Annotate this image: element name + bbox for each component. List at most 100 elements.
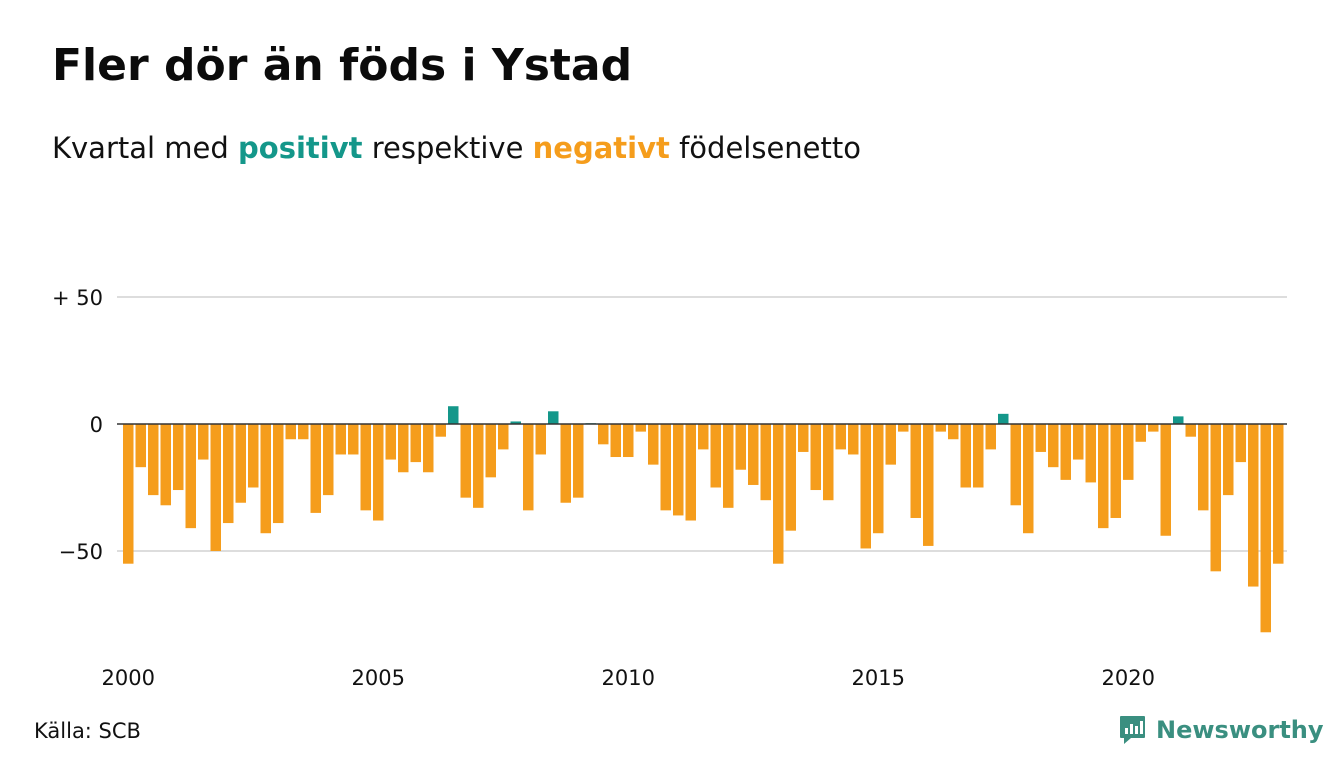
bar (735, 424, 746, 470)
bar (473, 424, 484, 508)
bar (573, 424, 584, 498)
bar (748, 424, 759, 485)
y-tick-label: + 50 (52, 286, 103, 310)
bar (398, 424, 409, 473)
bar (1160, 424, 1171, 536)
bar (1148, 424, 1159, 432)
newsworthy-brand: Newsworthy (1119, 713, 1324, 747)
bar (998, 413, 1009, 424)
bar (760, 424, 771, 501)
bar (923, 424, 934, 546)
bar (1048, 424, 1059, 468)
bar (598, 424, 609, 445)
x-tick-label: 2015 (852, 666, 905, 690)
chart-subtitle: Kvartal med positivt respektive negativt… (52, 131, 861, 165)
bar (648, 424, 659, 465)
brand-name: Newsworthy (1156, 716, 1324, 744)
bar (485, 424, 496, 478)
bar (210, 424, 221, 551)
bar (435, 424, 446, 437)
bar (548, 411, 559, 424)
bar (560, 424, 571, 503)
bar (673, 424, 684, 516)
bar (235, 424, 246, 503)
bar (1235, 424, 1246, 463)
bar (1260, 424, 1271, 633)
bar (1110, 424, 1121, 518)
bar (798, 424, 809, 452)
bar (660, 424, 671, 511)
bar (785, 424, 796, 531)
bar (198, 424, 209, 460)
bar (498, 424, 509, 450)
bar (685, 424, 696, 521)
bar (1210, 424, 1221, 572)
y-tick-label: 0 (90, 413, 103, 437)
bar (1098, 424, 1109, 529)
bar (1073, 424, 1084, 460)
bar (385, 424, 396, 460)
subtitle-suffix: födelsenetto (679, 131, 861, 165)
bar (635, 424, 646, 432)
source-note: Källa: SCB (34, 719, 141, 743)
bar (885, 424, 896, 465)
newsworthy-logo-icon (1120, 716, 1145, 744)
bar (698, 424, 709, 450)
bar (1085, 424, 1096, 483)
bar (910, 424, 921, 518)
bar (348, 424, 359, 455)
bar (1173, 416, 1184, 424)
bar (1223, 424, 1234, 496)
bar (610, 424, 621, 458)
chart-title: Fler dör än föds i Ystad (52, 40, 633, 91)
bar (773, 424, 784, 564)
subtitle-negative-word: negativt (532, 131, 670, 165)
bar (1248, 424, 1259, 587)
bar (873, 424, 884, 534)
y-tick-label: −50 (59, 540, 103, 564)
bar (898, 424, 909, 432)
bar (710, 424, 721, 488)
bar (223, 424, 234, 524)
bar (460, 424, 471, 498)
bar (298, 424, 309, 440)
x-tick-label: 2020 (1102, 666, 1155, 690)
bar (810, 424, 821, 491)
bar (448, 406, 459, 424)
bar (935, 424, 946, 432)
subtitle-middle: respektive (371, 131, 524, 165)
bar (423, 424, 434, 473)
bar (823, 424, 834, 501)
bar (335, 424, 346, 455)
bar (1273, 424, 1284, 564)
bar (848, 424, 859, 455)
bar (960, 424, 971, 488)
bar (360, 424, 371, 511)
bar (185, 424, 196, 529)
bar (260, 424, 271, 534)
bar (1123, 424, 1134, 480)
bar (1198, 424, 1209, 511)
bar (1010, 424, 1021, 506)
bar (1035, 424, 1046, 452)
bar (985, 424, 996, 450)
bar (523, 424, 534, 511)
subtitle-positive-word: positivt (238, 131, 363, 165)
bar (248, 424, 259, 488)
bar (285, 424, 296, 440)
bar (310, 424, 321, 513)
bar (123, 424, 134, 564)
bar (835, 424, 846, 450)
x-tick-label: 2005 (352, 666, 405, 690)
bar (373, 424, 384, 521)
bar (860, 424, 871, 549)
bar (160, 424, 171, 506)
bar (973, 424, 984, 488)
bar (623, 424, 634, 458)
bar (1185, 424, 1196, 437)
bar (148, 424, 159, 496)
bar (1023, 424, 1034, 534)
bar (723, 424, 734, 508)
x-tick-label: 2000 (102, 666, 155, 690)
